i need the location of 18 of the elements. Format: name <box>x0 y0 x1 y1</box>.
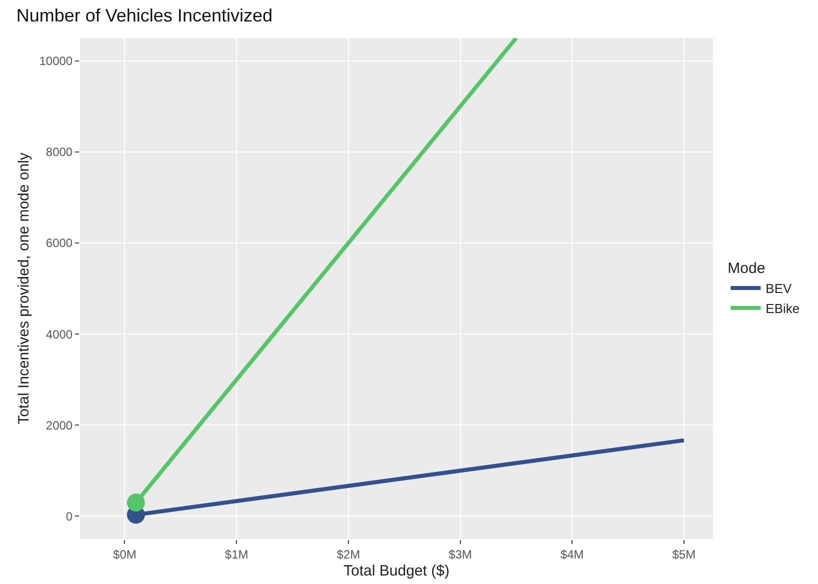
y-tick-label: 8000 <box>46 145 73 160</box>
legend-title: Mode <box>728 260 766 277</box>
x-tick-label: $2M <box>336 547 360 562</box>
y-axis-title: Total Incentives provided, one mode only <box>15 152 32 424</box>
y-tick-label: 2000 <box>46 418 73 432</box>
x-tick-label: $5M <box>672 547 696 562</box>
x-tick-label: $3M <box>448 547 472 562</box>
x-tick-label: $0M <box>113 547 136 562</box>
legend-label: BEV <box>766 281 792 296</box>
y-tick-label: 10000 <box>39 54 73 68</box>
y-tick-label: 4000 <box>46 327 73 342</box>
chart-title: Number of Vehicles Incentivized <box>16 5 272 26</box>
legend-label: EBike <box>766 300 800 316</box>
x-tick-label: $1M <box>224 547 248 562</box>
x-axis-title: Total Budget ($) <box>344 562 450 580</box>
x-tick-label: $4M <box>560 547 584 562</box>
y-tick-label: 6000 <box>46 236 73 250</box>
y-tick-label: 0 <box>66 509 73 524</box>
